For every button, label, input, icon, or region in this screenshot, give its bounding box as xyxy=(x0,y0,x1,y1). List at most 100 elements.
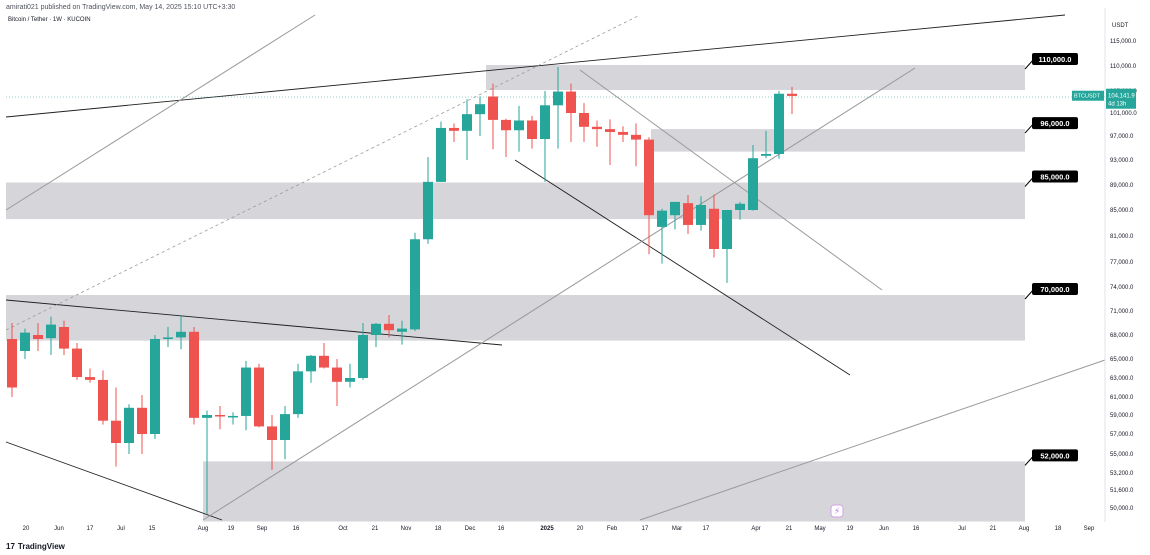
candle-17[interactable] xyxy=(228,412,238,425)
candle-14[interactable] xyxy=(189,327,199,425)
candle-body xyxy=(358,335,368,378)
candle-body xyxy=(735,203,745,210)
candle-38[interactable] xyxy=(501,118,511,157)
candle-57[interactable] xyxy=(748,145,758,211)
x-tick-label: Aug xyxy=(198,526,209,532)
y-tick-label: 71,000.0 xyxy=(1110,309,1134,315)
candle-58[interactable] xyxy=(761,130,771,159)
x-tick-label: 15 xyxy=(149,526,156,532)
candle-40[interactable] xyxy=(527,115,537,149)
candle-50[interactable] xyxy=(657,208,667,264)
candle-7[interactable] xyxy=(98,370,108,425)
x-tick-label: Dec xyxy=(465,526,476,532)
candle-body xyxy=(449,127,459,131)
candle-body xyxy=(306,355,316,372)
candle-29[interactable] xyxy=(384,315,394,338)
candle-3[interactable] xyxy=(46,316,56,355)
candle-0[interactable] xyxy=(7,323,17,397)
candle-27[interactable] xyxy=(358,323,368,380)
candle-15[interactable] xyxy=(202,410,212,514)
candle-28[interactable] xyxy=(371,323,381,347)
candle-23[interactable] xyxy=(306,355,316,383)
candle-46[interactable] xyxy=(605,119,615,165)
candle-body xyxy=(527,120,537,139)
svg-text:⚡: ⚡ xyxy=(834,507,840,517)
candle-body xyxy=(566,91,576,113)
candle-53[interactable] xyxy=(696,196,706,231)
x-tick-label: Jul xyxy=(958,526,966,532)
candle-body xyxy=(176,331,186,338)
candle-45[interactable] xyxy=(592,120,602,147)
candle-52[interactable] xyxy=(683,195,693,235)
candle-37[interactable] xyxy=(488,83,498,150)
x-tick-label: Jul xyxy=(117,526,125,532)
candle-39[interactable] xyxy=(514,105,524,152)
y-tick-label: 97,000.0 xyxy=(1110,134,1134,140)
candle-25[interactable] xyxy=(332,359,342,406)
x-tick-label: 20 xyxy=(577,526,584,532)
candle-30[interactable] xyxy=(397,320,407,345)
candle-body xyxy=(72,348,82,378)
candle-31[interactable] xyxy=(410,232,420,331)
x-tick-label: Oct xyxy=(338,526,348,532)
candle-36[interactable] xyxy=(475,96,485,137)
x-tick-label: Feb xyxy=(607,526,618,532)
candle-60[interactable] xyxy=(787,87,797,115)
trend-line-3 xyxy=(514,159,851,376)
candle-47[interactable] xyxy=(618,126,628,142)
candle-48[interactable] xyxy=(631,123,641,167)
candle-33[interactable] xyxy=(436,121,446,182)
x-tick-label: 21 xyxy=(990,526,997,532)
candle-1[interactable] xyxy=(20,328,30,359)
candle-12[interactable] xyxy=(163,327,173,347)
y-tick-label: 65,000.0 xyxy=(1110,357,1134,363)
candle-20[interactable] xyxy=(267,415,277,470)
candle-body xyxy=(7,339,17,388)
candle-51[interactable] xyxy=(670,201,680,230)
candle-19[interactable] xyxy=(254,363,264,428)
candle-body xyxy=(345,378,355,382)
trend-line-1 xyxy=(5,299,503,346)
candle-body xyxy=(293,371,303,415)
zone-rect-2 xyxy=(6,182,1025,220)
x-tick-label: 21 xyxy=(372,526,379,532)
candle-8[interactable] xyxy=(111,387,121,467)
y-tick-label: 53,200.0 xyxy=(1110,471,1134,477)
candle-41[interactable] xyxy=(540,91,550,182)
candle-32[interactable] xyxy=(423,157,433,244)
candle-9[interactable] xyxy=(124,404,134,454)
zone-rect-1 xyxy=(651,129,1025,152)
candle-34[interactable] xyxy=(449,123,459,142)
candle-5[interactable] xyxy=(72,343,82,380)
candle-16[interactable] xyxy=(215,406,225,430)
candle-54[interactable] xyxy=(709,194,719,258)
candle-55[interactable] xyxy=(722,210,732,283)
x-tick-label: Sep xyxy=(1084,526,1095,532)
candle-56[interactable] xyxy=(735,201,745,220)
y-tick-label: 55,000.0 xyxy=(1110,452,1134,458)
candle-11[interactable] xyxy=(150,335,160,439)
candle-49[interactable] xyxy=(644,137,654,255)
candle-42[interactable] xyxy=(553,67,563,149)
candle-4[interactable] xyxy=(59,320,69,355)
x-tick-label: 16 xyxy=(913,526,920,532)
candle-6[interactable] xyxy=(85,368,95,383)
candle-13[interactable] xyxy=(176,315,186,350)
candle-18[interactable] xyxy=(241,360,251,431)
candle-35[interactable] xyxy=(462,99,472,160)
candle-59[interactable] xyxy=(774,91,784,159)
candle-21[interactable] xyxy=(280,406,290,460)
y-tick-label: 110,000.0 xyxy=(1110,64,1137,70)
candle-43[interactable] xyxy=(566,83,576,143)
candle-44[interactable] xyxy=(579,103,589,142)
candle-body xyxy=(774,93,784,154)
candle-10[interactable] xyxy=(137,395,147,454)
candle-22[interactable] xyxy=(293,363,303,418)
candle-body xyxy=(85,377,95,380)
candle-body xyxy=(319,355,329,368)
candle-24[interactable] xyxy=(319,343,329,369)
candle-2[interactable] xyxy=(33,323,43,351)
candle-26[interactable] xyxy=(345,363,355,388)
lightning-icon[interactable]: ⚡ xyxy=(830,504,844,518)
